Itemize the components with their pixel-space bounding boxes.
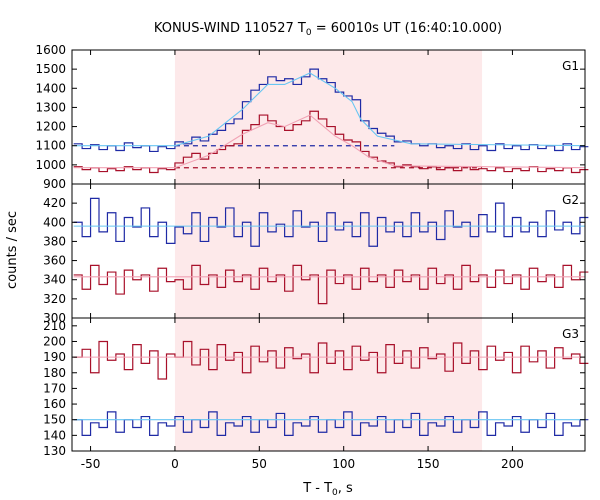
y-tick-label: 340 — [43, 273, 66, 287]
y-tick-label: 170 — [43, 381, 66, 395]
x-tick-label: 0 — [171, 457, 179, 471]
y-tick-label: 300 — [43, 311, 66, 325]
series-cyan-g1 — [73, 72, 586, 147]
y-tick-label: 140 — [43, 428, 66, 442]
highlight-interval — [174, 184, 483, 318]
highlight-interval — [174, 318, 483, 451]
chart-panels: 9001000110012001300140015001600G13003203… — [35, 43, 589, 471]
y-tick-label: 180 — [43, 366, 66, 380]
y-tick-label: 130 — [43, 444, 66, 458]
panel-g1: 900 1000 1100 1200 1300 1400 1500 1600 G1 — [35, 43, 589, 191]
series-blue-g1 — [73, 68, 589, 153]
panel-g2: 300 320 340 360 380 400 420 G2 — [43, 183, 589, 325]
y-tick-label: 150 — [43, 413, 66, 427]
series-blue-g2 — [73, 197, 589, 247]
chart-title-subscript: 0 — [306, 28, 312, 38]
x-tick-label: -50 — [81, 457, 101, 471]
y-tick-label: 380 — [43, 234, 66, 248]
y-tick-label: 210 — [43, 319, 66, 333]
y-tick-label: 1000 — [35, 158, 66, 172]
x-tick-label: 150 — [417, 457, 440, 471]
y-tick-label: 1400 — [35, 81, 66, 95]
y-tick-label: 400 — [43, 215, 66, 229]
y-tick-label: 900 — [43, 177, 66, 191]
y-tick-label: 1200 — [35, 120, 66, 134]
panel-frame — [71, 317, 586, 452]
x-tick-label: 200 — [501, 457, 524, 471]
y-tick-label: 320 — [43, 292, 66, 306]
panel-label: G1 — [562, 59, 579, 73]
series-pink-g1 — [73, 114, 586, 169]
y-tick-label: 1500 — [35, 62, 66, 76]
x-tick-label: 100 — [332, 457, 355, 471]
y-tick-label: 190 — [43, 350, 66, 364]
panel-label: G3 — [562, 327, 579, 341]
y-tick-label: 420 — [43, 196, 66, 210]
x-tick-label: 50 — [252, 457, 267, 471]
y-tick-label: 160 — [43, 397, 66, 411]
y-tick-label: 360 — [43, 254, 66, 268]
highlight-interval — [174, 50, 483, 184]
y-tick-label: 1300 — [35, 100, 66, 114]
x-axis-label-subscript: 0 — [332, 488, 338, 498]
y-tick-label: 200 — [43, 334, 66, 348]
y-tick-label: 1100 — [35, 139, 66, 153]
panel-label: G2 — [562, 193, 579, 207]
chart-title: KONUS-WIND 110527 T0 = 60010s UT (16:40:… — [154, 21, 502, 38]
y-axis-label: counts / sec — [5, 211, 20, 289]
y-tick-label: 1600 — [35, 43, 66, 57]
series-red-g3 — [73, 340, 589, 380]
series-red-g1 — [73, 110, 589, 174]
series-red-g2 — [73, 264, 589, 305]
x-axis-label: T - T0, s — [302, 481, 353, 498]
